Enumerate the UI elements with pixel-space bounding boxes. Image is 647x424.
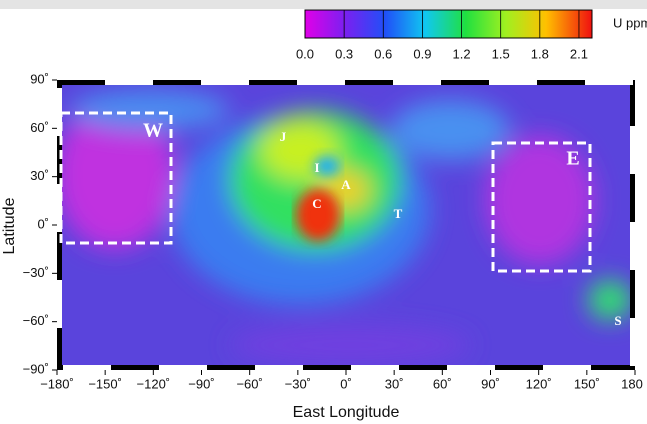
- x-tick-label: 90˚: [481, 376, 500, 391]
- region-label: A: [341, 177, 351, 192]
- x-tick-label: −120˚: [137, 376, 171, 391]
- colorbar: [304, 9, 593, 39]
- colorbar-tick-label: 0.0: [296, 46, 314, 61]
- w-region-box: [59, 111, 173, 245]
- y-tick-label: 30˚: [30, 168, 49, 183]
- x-tick-label: 150˚: [574, 376, 600, 391]
- x-axis-label: East Longitude: [293, 404, 400, 421]
- map-image: [57, 80, 635, 370]
- region-label: C: [312, 196, 321, 211]
- x-tick-label: 120˚: [526, 376, 552, 391]
- x-tick-label: −90˚: [188, 376, 214, 391]
- y-tick-label: 60˚: [30, 120, 49, 135]
- region-label: I: [314, 160, 319, 175]
- colorbar-tick-label: 1.8: [531, 46, 549, 61]
- top-strip: [0, 0, 647, 9]
- y-tick-label: 90˚: [30, 71, 49, 86]
- colorbar-tick-label: 0.6: [374, 46, 392, 61]
- region-label: S: [614, 313, 621, 328]
- colorbar-tick-label: 1.2: [453, 46, 471, 61]
- y-axis-label: Latitude: [1, 197, 18, 254]
- x-tick-label: 60˚: [433, 376, 452, 391]
- colorbar-label: U ppm: [613, 15, 647, 30]
- region-label: W: [143, 120, 163, 142]
- colorbar-tick-label: 0.9: [413, 46, 431, 61]
- colorbar-tick-label: 0.3: [335, 46, 353, 61]
- region-label: T: [394, 206, 403, 221]
- x-tick-label: −60˚: [236, 376, 262, 391]
- y-tick-label: 0˚: [37, 216, 49, 231]
- y-tick-label: −30˚: [23, 265, 49, 280]
- region-label: J: [280, 129, 287, 144]
- colorbar-tick-label: 2.1: [570, 46, 588, 61]
- x-tick-label: 180: [621, 376, 643, 391]
- x-tick-label: −180˚: [40, 376, 74, 391]
- x-tick-label: −30˚: [285, 376, 311, 391]
- x-tick-label: −150˚: [88, 376, 122, 391]
- y-tick-label: −90˚: [23, 361, 49, 376]
- region-label: E: [566, 148, 579, 170]
- y-tick-label: −60˚: [23, 313, 49, 328]
- e-region-box: [491, 141, 592, 273]
- x-tick-label: 30˚: [385, 376, 404, 391]
- x-tick-label: 0˚: [340, 376, 352, 391]
- colorbar-tick-label: 1.5: [492, 46, 510, 61]
